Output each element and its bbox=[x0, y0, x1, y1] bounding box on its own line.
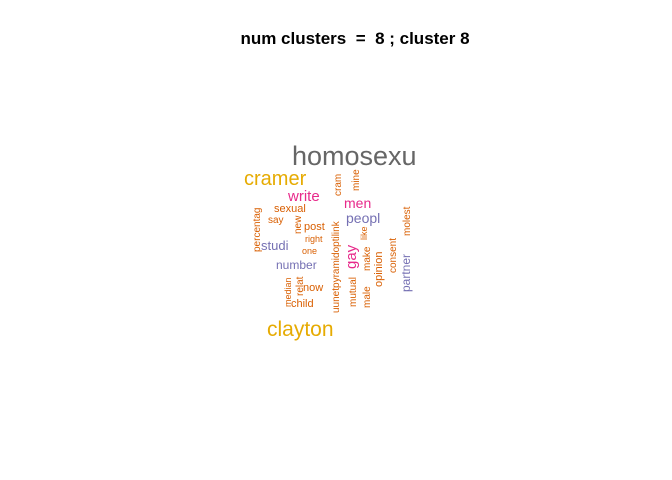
word-consent: consent bbox=[388, 238, 399, 273]
word-now: now bbox=[303, 282, 323, 294]
word-one: one bbox=[302, 246, 317, 256]
word-right: right bbox=[305, 234, 323, 244]
word-gay: gay bbox=[343, 244, 360, 269]
word-clayton: clayton bbox=[267, 318, 334, 341]
word-male: male bbox=[362, 286, 373, 308]
word-write: write bbox=[287, 188, 320, 205]
word-men: men bbox=[344, 195, 371, 211]
word-child: child bbox=[291, 298, 314, 310]
word-relat: relat bbox=[295, 276, 306, 296]
word-post: post bbox=[304, 221, 325, 233]
word-opinion: opinion bbox=[373, 252, 385, 287]
word-new: new bbox=[293, 215, 304, 234]
word-partner: partner bbox=[399, 254, 413, 292]
word-molest: molest bbox=[402, 206, 413, 236]
word-percentag: percentag bbox=[252, 208, 263, 252]
word-studi: studi bbox=[261, 238, 289, 253]
word-say: say bbox=[268, 215, 284, 226]
word-cramer: cramer bbox=[244, 168, 307, 190]
word-like: like bbox=[359, 226, 369, 240]
word-mine: mine bbox=[351, 169, 362, 191]
word-uunetpyramidoptilink: uunetpyramidoptilink bbox=[331, 220, 342, 313]
word-homosexu: homosexu bbox=[292, 141, 417, 171]
word-make: make bbox=[362, 246, 373, 271]
word-peopl: peopl bbox=[346, 210, 380, 226]
word-mutual: mutual bbox=[348, 277, 359, 307]
word-median: median bbox=[283, 277, 293, 307]
word-sexual: sexual bbox=[274, 203, 306, 215]
word-number: number bbox=[276, 258, 317, 272]
chart-title: num clusters = 8 ; cluster 8 bbox=[240, 29, 470, 48]
word-cram: cram bbox=[333, 174, 344, 196]
